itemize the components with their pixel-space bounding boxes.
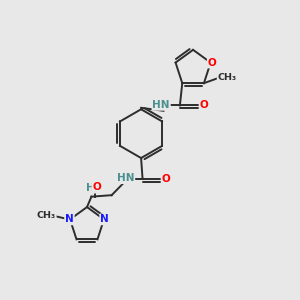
Text: O: O (162, 174, 171, 184)
Text: H: H (86, 183, 95, 193)
Text: N: N (100, 214, 109, 224)
Text: HN: HN (152, 100, 170, 110)
Text: O: O (92, 182, 101, 192)
Text: CH₃: CH₃ (218, 73, 237, 82)
Text: O: O (200, 100, 208, 110)
Text: HN: HN (117, 173, 134, 183)
Text: O: O (208, 58, 217, 68)
Text: N: N (65, 214, 74, 224)
Text: CH₃: CH₃ (37, 211, 56, 220)
